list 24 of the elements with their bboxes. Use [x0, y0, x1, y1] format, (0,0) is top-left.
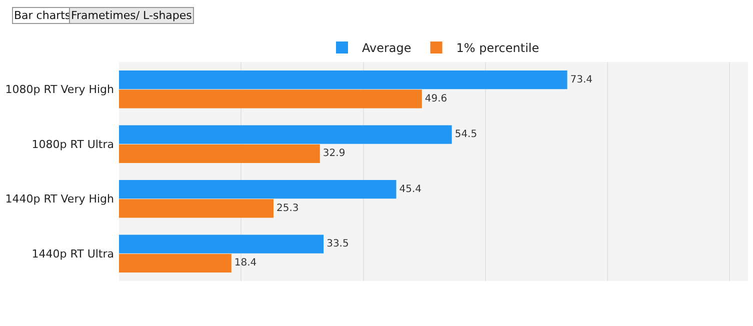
data-label: 73.4 — [570, 74, 593, 86]
legend-label: 1% percentile — [456, 41, 540, 56]
bar — [119, 199, 274, 218]
data-label: 25.3 — [276, 202, 299, 214]
bar — [119, 180, 396, 199]
bar — [119, 125, 452, 144]
data-label: 32.9 — [322, 148, 346, 160]
data-label: 45.4 — [399, 184, 422, 195]
legend-label: Average — [362, 41, 412, 56]
bar — [119, 234, 324, 254]
data-label: 18.4 — [234, 258, 257, 269]
y-tick-label: 1080p RT Ultra — [32, 138, 114, 151]
data-label: 54.5 — [454, 129, 478, 140]
bar — [119, 144, 320, 164]
data-label: 49.6 — [424, 93, 448, 104]
text: Frametimes/ L-shapes — [71, 9, 192, 22]
bar — [119, 254, 232, 273]
y-tick-label: 1440p RT Very High — [5, 192, 114, 206]
bar — [119, 70, 568, 90]
bar — [119, 90, 422, 108]
text: Bar charts — [14, 9, 71, 22]
y-tick-label: 1440p RT Ultra — [32, 247, 114, 260]
y-tick-label: 1080p RT Very High — [5, 83, 114, 96]
data-label: 33.5 — [326, 238, 349, 250]
